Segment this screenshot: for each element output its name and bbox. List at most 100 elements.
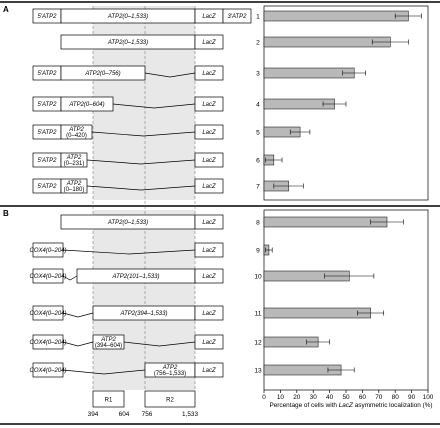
construct-number: 10 — [254, 273, 262, 280]
segment-label: LacZ — [202, 274, 216, 280]
construct-row-8: ATP2(0–1,533) LacZ — [60, 214, 224, 230]
segment-box-atp2-0-604- — [60, 96, 114, 112]
segment-label: (0–231) — [64, 161, 85, 167]
construct-row-5: 5′ATP2 ATP2(0–420) LacZ — [32, 124, 224, 140]
segment-box-cox4-0-204- — [32, 305, 64, 321]
segment-label: ATP2(101–1,533) — [112, 274, 160, 280]
deletion-connector — [62, 369, 146, 375]
bar-8 — [263, 216, 388, 228]
segment-label: COX4(0–204) — [29, 340, 66, 346]
segment-label: COX4(0–204) — [29, 274, 66, 280]
segment-box-cox4-0-204- — [32, 362, 64, 378]
construct-number: 6 — [256, 157, 260, 164]
deletion-connector — [91, 131, 196, 137]
segment-label: 5′ATP2 — [37, 184, 57, 190]
segment-box-atp2 — [60, 124, 93, 140]
segment-label: ATP2 — [66, 181, 82, 187]
segment-box-lacz — [194, 96, 224, 112]
segment-box-lacz — [194, 242, 224, 258]
segment-label: COX4(0–204) — [29, 248, 66, 254]
bar-1 — [263, 10, 409, 22]
segment-box-lacz — [194, 305, 224, 321]
x-axis-label-italic: LacZ — [339, 402, 354, 409]
segment-label: LacZ — [202, 102, 216, 108]
segment-label: COX4(0–204) — [29, 368, 66, 374]
segment-label: LacZ — [202, 40, 216, 46]
x-tick-label: 100 — [423, 394, 434, 401]
segment-label: LacZ — [202, 71, 216, 77]
region-shade-394-604-b — [93, 210, 145, 390]
x-tick-label: 80 — [392, 394, 400, 401]
segment-box-atp2 — [60, 178, 88, 194]
deletion-connector — [86, 159, 196, 165]
segment-box-atp2 — [92, 334, 125, 350]
construct-diagrams: 5′ATP2 ATP2(0–1,533) LacZ 3′ATP2 ATP2(0–1,53… — [29, 8, 252, 378]
construct-row-2: ATP2(0–1,533) LacZ — [60, 34, 224, 50]
construct-number: 12 — [254, 339, 262, 346]
segment-box-cox4-0-204- — [32, 334, 64, 350]
construct-row-12: COX4(0–204) ATP2(394–604) LacZ — [29, 334, 224, 350]
segment-label: ATP2(0–756) — [84, 71, 120, 77]
segment-box-cox4-0-204- — [32, 242, 64, 258]
segment-label: LacZ — [202, 340, 216, 346]
construct-number: 9 — [256, 247, 260, 254]
bar-3 — [263, 67, 355, 79]
construct-number: 1 — [256, 13, 260, 20]
construct-number: 11 — [255, 310, 262, 317]
segment-label: LacZ — [202, 130, 216, 136]
segment-box-lacz — [194, 124, 224, 140]
panel-b-label: B — [3, 209, 9, 218]
x-tick-label: 70 — [375, 394, 383, 401]
scale-tick-1533: 1,533 — [182, 411, 198, 418]
segment-label: 5′ATP2 — [37, 71, 57, 77]
construct-row-9: COX4(0–204) LacZ — [29, 242, 224, 258]
region-r2-label: R2 — [166, 398, 174, 404]
segment-label: (0–420) — [66, 133, 87, 139]
segment-box-lacz — [194, 362, 224, 378]
deletion-connector — [123, 341, 196, 347]
construct-row-6: 5′ATP2 ATP2(0–231) LacZ — [32, 152, 224, 168]
segment-label: ATP2(0–1,533) — [107, 220, 148, 226]
segment-label: LacZ — [202, 311, 216, 317]
construct-number: 3 — [256, 70, 260, 77]
segment-label: ATP2(394–1,533) — [120, 311, 168, 317]
scale-tick-604: 604 — [119, 411, 130, 418]
deletion-connector — [112, 103, 196, 109]
construct-number: 7 — [256, 183, 260, 190]
bar-11 — [263, 307, 371, 319]
segment-label: (0–180) — [64, 187, 85, 193]
segment-label: 5′ATP2 — [37, 130, 57, 136]
construct-row-3: 5′ATP2 ATP2(0–756) LacZ — [32, 65, 224, 81]
segment-box-lacz — [194, 34, 224, 50]
x-tick-label: 40 — [326, 394, 334, 401]
region-r1-box — [92, 390, 125, 408]
segment-box-lacz — [194, 152, 224, 168]
deletion-connector — [62, 275, 78, 281]
segment-label: 3′ATP2 — [227, 14, 247, 20]
x-tick-label: 0 — [262, 394, 266, 401]
construct-number: 2 — [256, 39, 260, 46]
construct-number: 13 — [254, 367, 262, 374]
segment-label: ATP2(0–1,533) — [107, 14, 148, 20]
x-axis-label: Percentage of cells with LacZ asymmetric… — [269, 402, 432, 409]
deletion-connector — [144, 72, 196, 78]
construct-number: 5 — [256, 129, 260, 136]
construct-row-4: 5′ATP2 ATP2(0–604) LacZ — [32, 96, 224, 112]
segment-box-atp2 — [60, 152, 88, 168]
construct-number: 8 — [256, 219, 260, 226]
x-axis-label-pre: Percentage of cells with — [269, 402, 338, 409]
segment-box-lacz — [194, 334, 224, 350]
region-r2-box — [144, 390, 196, 408]
x-tick-label: 90 — [408, 394, 416, 401]
segment-label: ATP2 — [162, 365, 178, 371]
segment-label: (394–604) — [95, 343, 122, 349]
x-tick-label: 50 — [342, 394, 350, 401]
scale-tick-756: 756 — [142, 411, 153, 418]
x-tick-label: 10 — [277, 394, 285, 401]
x-tick-label: 60 — [359, 394, 367, 401]
region-r1-label: R1 — [105, 398, 113, 404]
segment-box-cox4-0-204- — [32, 268, 64, 284]
deletion-connector — [62, 341, 94, 347]
